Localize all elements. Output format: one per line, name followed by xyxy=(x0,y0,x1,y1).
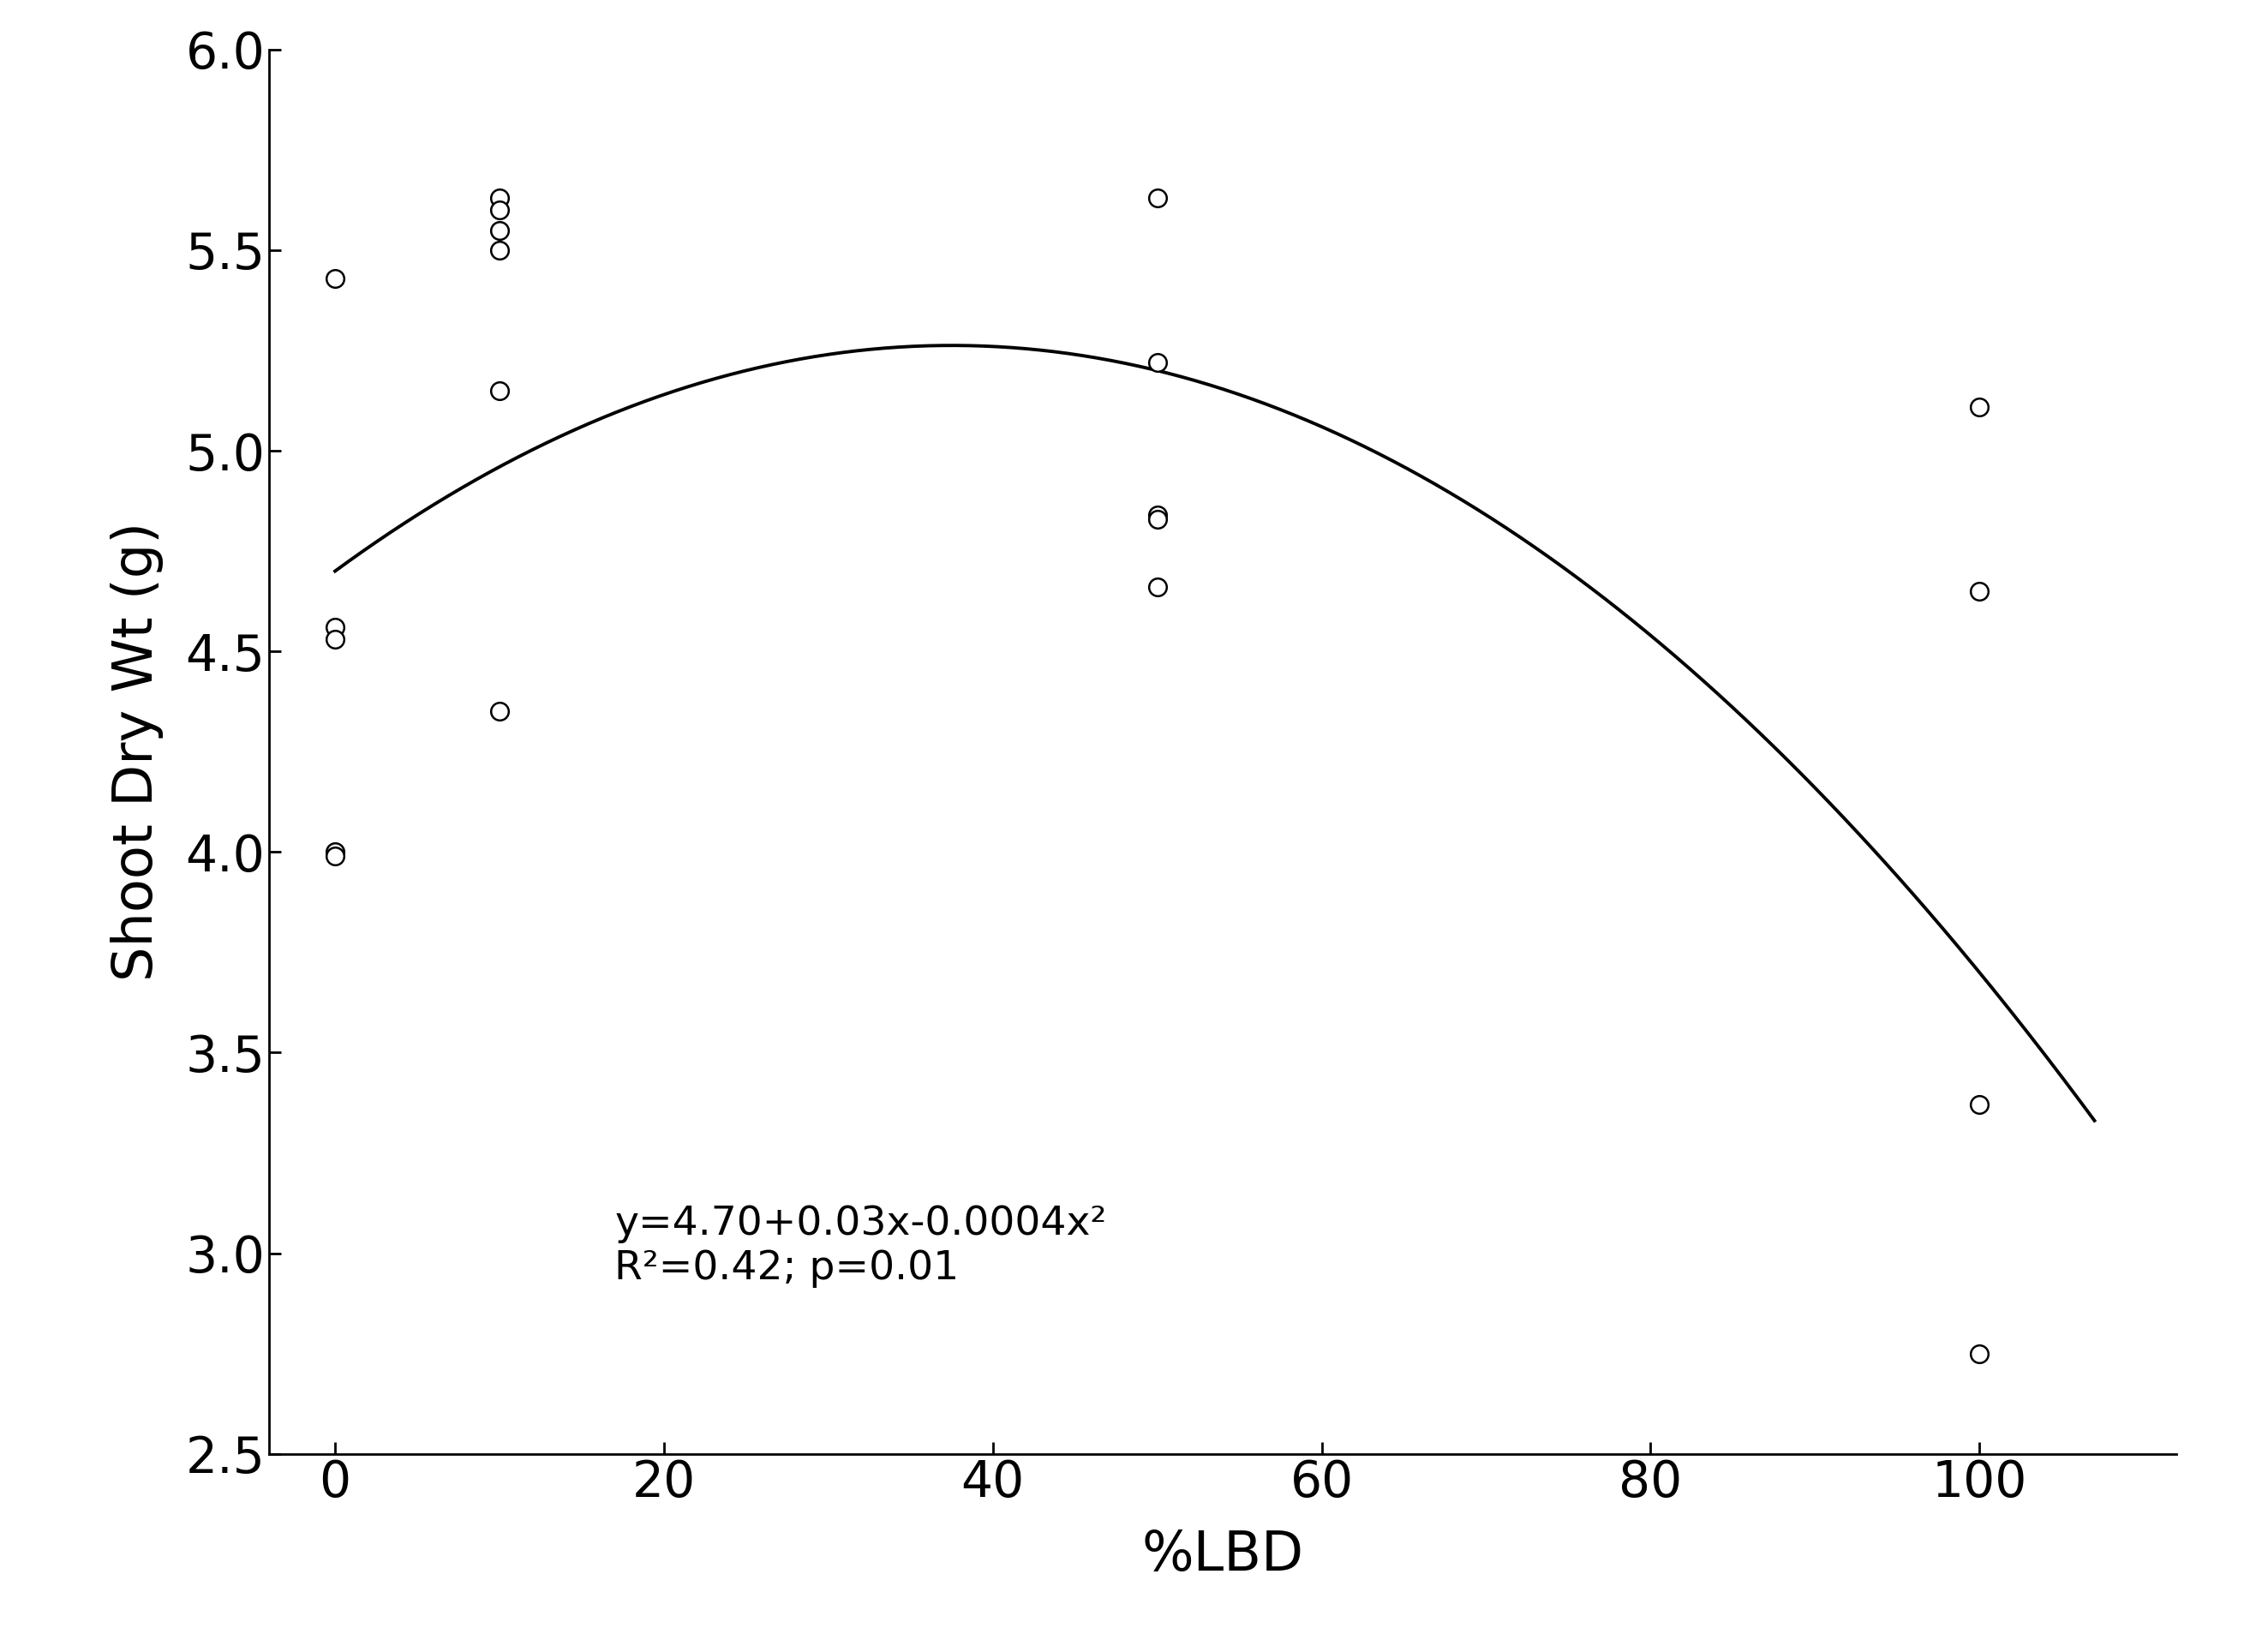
X-axis label: %LBD: %LBD xyxy=(1142,1528,1304,1581)
Point xyxy=(1961,1340,1997,1366)
Point xyxy=(316,839,352,866)
Text: y=4.70+0.03x-0.0004x²
R²=0.42; p=0.01: y=4.70+0.03x-0.0004x² R²=0.42; p=0.01 xyxy=(615,1204,1106,1289)
Y-axis label: Shoot Dry Wt (g): Shoot Dry Wt (g) xyxy=(110,522,164,981)
Point xyxy=(482,185,518,211)
Point xyxy=(1140,506,1176,532)
Point xyxy=(482,377,518,403)
Point xyxy=(1961,1092,1997,1118)
Point xyxy=(482,236,518,263)
Point xyxy=(316,264,352,291)
Point xyxy=(482,699,518,725)
Point xyxy=(316,615,352,641)
Point xyxy=(482,197,518,223)
Point xyxy=(1140,349,1176,375)
Point xyxy=(482,216,518,243)
Point xyxy=(1140,573,1176,600)
Point xyxy=(1961,578,1997,605)
Point xyxy=(316,626,352,653)
Point xyxy=(316,843,352,869)
Point xyxy=(1961,393,1997,420)
Point xyxy=(1140,502,1176,529)
Point xyxy=(1140,185,1176,211)
